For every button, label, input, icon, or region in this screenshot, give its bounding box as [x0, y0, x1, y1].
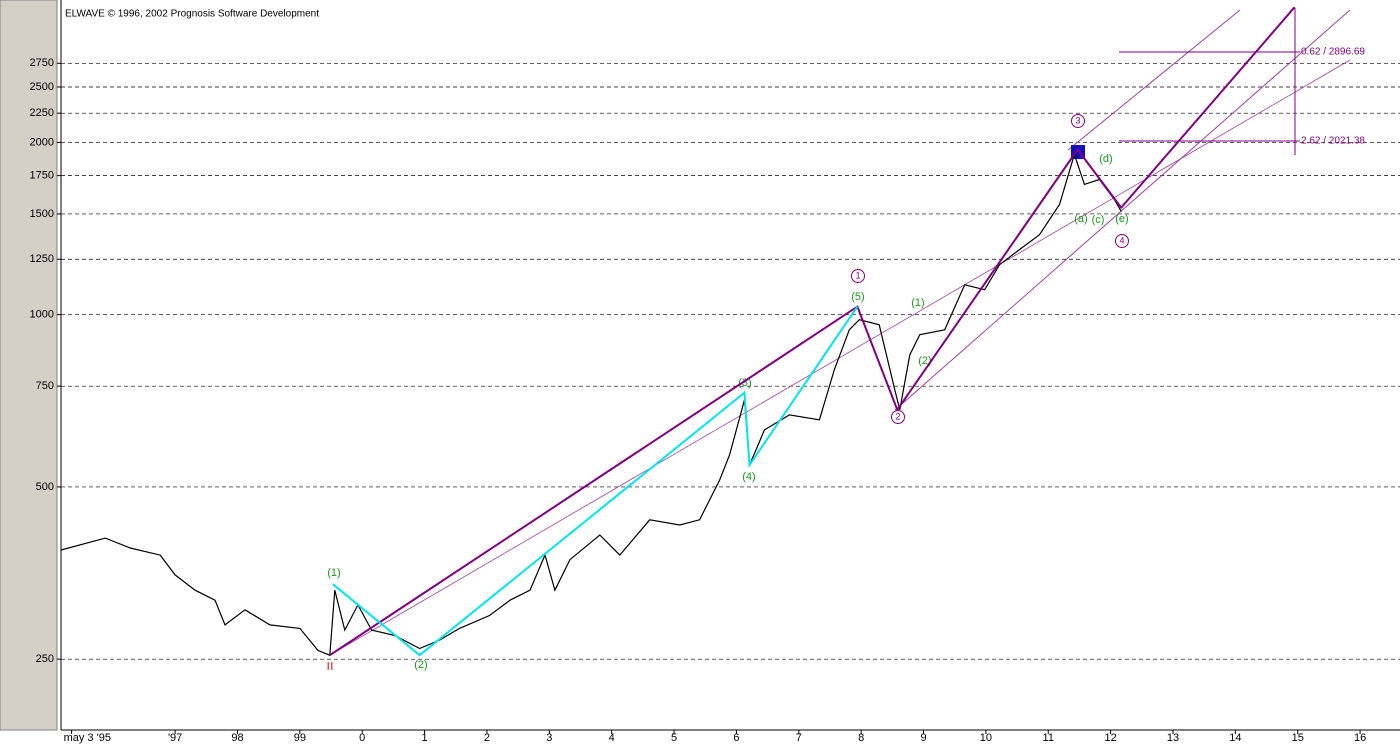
y-tick-label: 250	[36, 653, 54, 665]
wave-line	[329, 6, 1296, 657]
x-tick-label: 5	[671, 732, 677, 744]
x-tick-label: 6	[733, 732, 739, 744]
y-tick-label: 1750	[30, 170, 54, 182]
y-tick-label: 2750	[30, 57, 54, 69]
wave-circle	[1071, 114, 1085, 128]
x-tick-label: 1	[422, 732, 428, 744]
wave-label: (2)	[414, 659, 427, 671]
y-axis-panel	[0, 0, 58, 731]
x-tick-label: 15	[1292, 732, 1304, 744]
wave-label: (1)	[327, 567, 340, 579]
wave-label: 3	[1075, 115, 1080, 125]
x-tick-label: 8	[858, 732, 864, 744]
fib-label: 0.62 / 2896.69	[1301, 47, 1365, 58]
channel-line	[894, 9, 1351, 411]
x-tick-label: 11	[1043, 732, 1054, 744]
wave-label: (5)	[851, 291, 864, 303]
price-line	[60, 152, 1122, 657]
x-tick-label: 13	[1167, 732, 1179, 744]
x-tick-label: 2	[484, 732, 490, 744]
x-tick-label: may 3 '95	[64, 732, 111, 744]
wave-label: II	[326, 661, 334, 673]
wave-label: 1	[855, 270, 860, 280]
wave-label: (1)	[911, 297, 924, 309]
y-tick-label: 1250	[30, 253, 54, 265]
wave-line	[332, 306, 859, 657]
chart-title: ELWAVE © 1996, 2002 Prognosis Software D…	[65, 9, 319, 20]
x-tick-label: 14	[1229, 732, 1241, 744]
y-tick-label: 2000	[30, 136, 54, 148]
x-tick-label: 98	[231, 732, 243, 744]
channel-line	[329, 59, 1351, 656]
wave-label: (3)	[738, 377, 751, 389]
wave-label: (4)	[742, 471, 755, 483]
wave-label: 4	[1119, 235, 1124, 245]
x-tick-label: 7	[796, 732, 802, 744]
x-tick-label: 4	[609, 732, 615, 744]
y-tick-label: 500	[36, 481, 54, 493]
x-tick-label: 12	[1104, 732, 1116, 744]
wave-circle	[1115, 234, 1129, 248]
x-tick-label: 99	[294, 732, 306, 744]
wave-label: (c)	[1092, 214, 1105, 226]
wave-label: (d)	[1099, 153, 1112, 165]
y-tick-label: 2500	[30, 81, 54, 93]
fib-label: 2.62 / 2021.38	[1301, 136, 1365, 147]
y-tick-label: 2250	[30, 107, 54, 119]
wave-label: (2)	[918, 355, 931, 367]
wave-label: (a)	[1074, 213, 1087, 225]
x-tick-label: 9	[920, 732, 926, 744]
channel-line	[1067, 9, 1241, 151]
y-tick-label: 1500	[30, 208, 54, 220]
x-tick-label: 16	[1354, 732, 1366, 744]
annotations: 0.62 / 2896.69 2.62 / 2021.38 (1) II (2)…	[326, 8, 1365, 673]
x-tick-label: '97	[168, 732, 182, 744]
y-tick-label: 1000	[30, 309, 54, 321]
x-tick-label: 0	[359, 732, 365, 744]
wave-circle	[851, 269, 865, 283]
wave-label: (e)	[1115, 213, 1128, 225]
x-tick-label: 3	[546, 732, 552, 744]
wave-label: 2	[895, 411, 900, 421]
y-tick-label: 750	[36, 380, 54, 392]
x-tick-label: 10	[980, 732, 992, 744]
